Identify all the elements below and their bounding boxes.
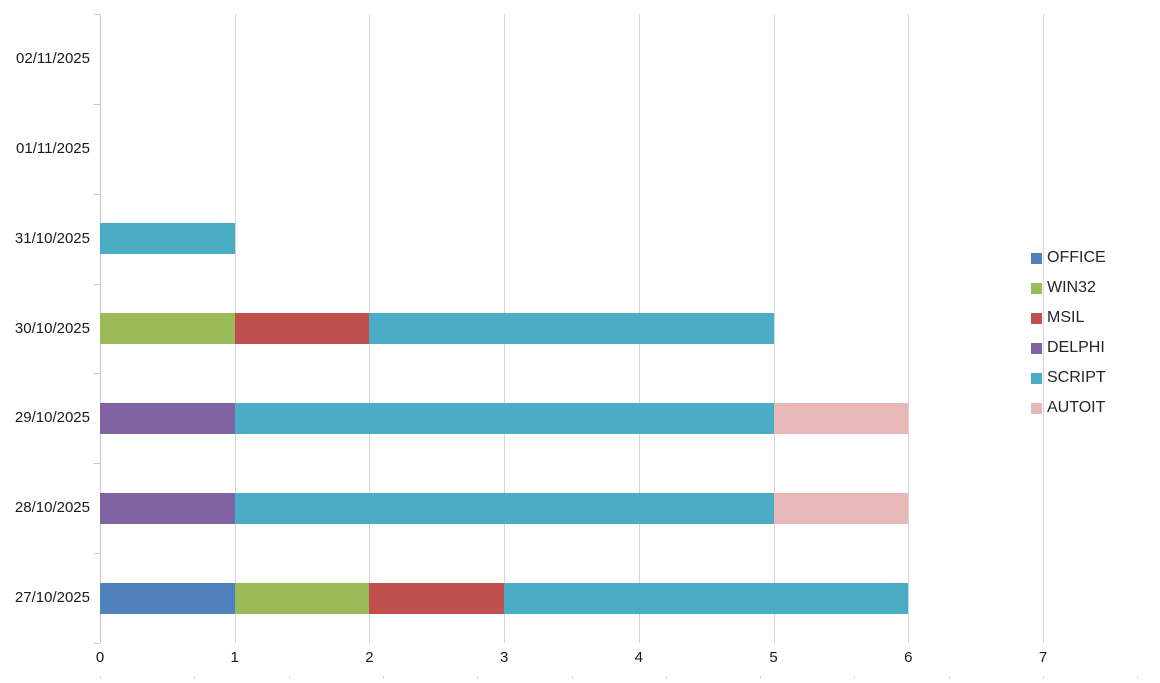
- legend-label: MSIL: [1047, 309, 1085, 326]
- bottom-edge-tick: [1137, 676, 1139, 679]
- bar-segment-autoit[interactable]: [773, 492, 909, 524]
- bottom-edge-tick: [854, 676, 856, 679]
- legend-swatch-icon: [1031, 342, 1042, 354]
- y-axis-tick: [94, 193, 100, 195]
- bar-segment-autoit[interactable]: [773, 402, 909, 434]
- legend-item-msil[interactable]: MSIL: [1031, 303, 1106, 333]
- x-axis-tick-label: 1: [230, 649, 239, 666]
- x-axis-tick-label: 2: [365, 649, 374, 666]
- y-axis-label: 28/10/2025: [14, 499, 90, 517]
- y-axis-label: 30/10/2025: [14, 319, 90, 337]
- bar-segment-win32[interactable]: [234, 582, 370, 614]
- legend-item-autoit[interactable]: AUTOIT: [1031, 393, 1106, 423]
- bottom-edge-tick: [948, 676, 950, 679]
- legend-label: WIN32: [1047, 279, 1096, 296]
- chart-legend: OFFICE WIN32 MSIL DELPHI SCRIPT AUTOIT: [1031, 243, 1106, 423]
- y-axis-label: 27/10/2025: [14, 589, 90, 607]
- y-axis-tick: [94, 283, 100, 285]
- y-axis-tick: [94, 103, 100, 105]
- y-axis-tick: [94, 463, 100, 465]
- y-axis-label: 02/11/2025: [16, 49, 90, 67]
- bar-segment-script[interactable]: [234, 402, 774, 434]
- legend-label: SCRIPT: [1047, 369, 1106, 386]
- y-axis-label: 31/10/2025: [14, 229, 90, 247]
- legend-label: OFFICE: [1047, 249, 1106, 266]
- legend-item-script[interactable]: SCRIPT: [1031, 363, 1106, 393]
- bottom-edge-tick: [100, 676, 101, 679]
- bar-segment-delphi[interactable]: [100, 492, 235, 524]
- bottom-edge-tick: [571, 676, 573, 679]
- legend-item-office[interactable]: OFFICE: [1031, 243, 1106, 273]
- legend-swatch-icon: [1031, 312, 1042, 324]
- legend-swatch-icon: [1031, 372, 1042, 384]
- bottom-edge-tick: [194, 676, 196, 679]
- legend-item-delphi[interactable]: DELPHI: [1031, 333, 1106, 363]
- legend-label: DELPHI: [1047, 339, 1105, 356]
- x-axis-tick-label: 5: [769, 649, 778, 666]
- legend-swatch-icon: [1031, 282, 1042, 294]
- y-axis-tick: [94, 14, 100, 15]
- legend-item-win32[interactable]: WIN32: [1031, 273, 1106, 303]
- bar-segment-script[interactable]: [100, 223, 235, 255]
- bar-segment-script[interactable]: [234, 492, 774, 524]
- bottom-edge-tick: [477, 676, 479, 679]
- bar-segment-script[interactable]: [369, 313, 774, 344]
- bottom-edge-tick: [382, 676, 384, 679]
- bottom-edge-tick: [665, 676, 667, 679]
- bar-segment-office[interactable]: [100, 582, 235, 614]
- gridline: [1042, 14, 1044, 643]
- x-axis-tick-label: 0: [95, 649, 105, 666]
- y-axis-tick: [94, 553, 100, 555]
- bar-segment-delphi[interactable]: [100, 402, 235, 434]
- bottom-edge-tick: [1043, 676, 1044, 679]
- bar-segment-msil[interactable]: [234, 313, 370, 344]
- y-axis-tick: [94, 373, 100, 375]
- bottom-edge-tick: [288, 676, 290, 679]
- x-axis-tick-label: 4: [634, 649, 644, 666]
- x-axis-tick-label: 7: [1038, 649, 1048, 666]
- bar-segment-script[interactable]: [504, 582, 909, 614]
- legend-swatch-icon: [1031, 402, 1042, 414]
- x-axis-tick-label: 3: [499, 649, 509, 666]
- x-axis-tick-label: 6: [904, 649, 913, 666]
- legend-swatch-icon: [1031, 252, 1042, 264]
- y-axis-tick: [94, 643, 100, 644]
- bottom-edge-tick: [760, 676, 762, 679]
- y-axis-label: 01/11/2025: [16, 139, 90, 157]
- legend-label: AUTOIT: [1047, 399, 1106, 416]
- gridline: [773, 14, 775, 643]
- bar-segment-win32[interactable]: [100, 313, 235, 344]
- bar-segment-msil[interactable]: [369, 582, 505, 614]
- y-axis-label: 29/10/2025: [14, 409, 90, 427]
- gridline: [908, 14, 910, 643]
